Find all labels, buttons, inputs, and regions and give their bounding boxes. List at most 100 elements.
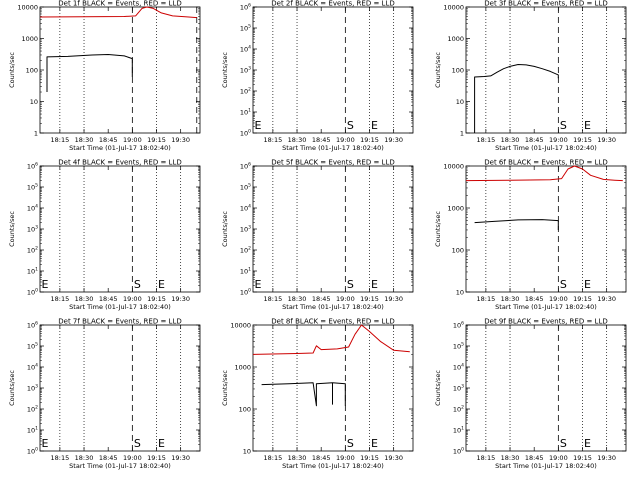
plot-frame bbox=[465, 165, 627, 293]
segment-marker-label: E bbox=[584, 119, 591, 132]
y-tick-label: 106 bbox=[453, 321, 464, 330]
y-tick-label: 105 bbox=[240, 24, 251, 33]
x-tick-label: 18:15 bbox=[476, 136, 495, 144]
segment-marker-label: E bbox=[158, 437, 165, 450]
plot-frame bbox=[252, 165, 414, 293]
y-tick-label: 100 bbox=[452, 67, 464, 75]
x-tick-label: 18:30 bbox=[288, 454, 307, 462]
x-tick-label: 19:00 bbox=[549, 136, 568, 144]
y-tick-label: 100 bbox=[240, 288, 251, 297]
y-tick-label: 101 bbox=[27, 267, 38, 276]
detector-plot: Det 9f BLACK = Events, RED = LLD 100 101 10… bbox=[434, 318, 627, 470]
x-tick-label: 19:30 bbox=[171, 295, 190, 303]
x-tick-label: 18:30 bbox=[75, 295, 94, 303]
y-tick-label: 103 bbox=[240, 66, 251, 75]
y-axis-label: Counts/sec bbox=[434, 211, 442, 247]
x-tick-label: 18:15 bbox=[263, 454, 282, 462]
y-tick-label: 105 bbox=[240, 183, 251, 192]
segment-marker-label: S bbox=[347, 278, 354, 291]
x-axis-label: Start Time (01-Jul-17 18:02:40) bbox=[282, 462, 384, 470]
y-tick-label: 105 bbox=[27, 183, 38, 192]
y-tick-label: 106 bbox=[240, 3, 251, 12]
x-axis-label: Start Time (01-Jul-17 18:02:40) bbox=[69, 144, 171, 152]
chart-title: Det 9f BLACK = Events, RED = LLD bbox=[484, 318, 607, 326]
segment-marker-label: S bbox=[560, 119, 567, 132]
x-tick-label: 19:30 bbox=[384, 454, 403, 462]
segment-marker-label: S bbox=[347, 437, 354, 450]
events-series-line bbox=[261, 382, 346, 407]
y-tick-label: 103 bbox=[27, 225, 38, 234]
x-tick-label: 18:30 bbox=[75, 136, 94, 144]
segment-marker-label: E bbox=[158, 278, 165, 291]
plot-frame bbox=[39, 6, 201, 134]
plot-frame bbox=[39, 324, 201, 452]
y-tick-label: 104 bbox=[240, 204, 251, 213]
events-series-line bbox=[46, 54, 133, 92]
segment-marker-label: S bbox=[560, 278, 567, 291]
x-tick-label: 19:00 bbox=[123, 295, 142, 303]
x-tick-label: 19:15 bbox=[147, 136, 166, 144]
x-tick-label: 18:15 bbox=[50, 454, 69, 462]
x-tick-label: 19:30 bbox=[597, 454, 616, 462]
y-tick-label: 101 bbox=[240, 267, 251, 276]
x-tick-label: 18:45 bbox=[525, 136, 544, 144]
detector-plot: Det 1f BLACK = Events, RED = LLD 1 10 100 10… bbox=[8, 0, 201, 152]
y-tick-label: 1 bbox=[460, 130, 464, 138]
y-tick-label: 103 bbox=[453, 384, 464, 393]
y-tick-label: 10000 bbox=[17, 4, 38, 12]
chart-title: Det 2f BLACK = Events, RED = LLD bbox=[271, 0, 394, 8]
y-tick-label: 1000 bbox=[21, 35, 38, 43]
y-tick-label: 105 bbox=[27, 342, 38, 351]
y-tick-label: 104 bbox=[27, 204, 38, 213]
y-tick-label: 10 bbox=[243, 448, 251, 456]
y-axis-label: Counts/sec bbox=[434, 52, 442, 88]
x-axis-label: Start Time (01-Jul-17 18:02:40) bbox=[495, 303, 597, 311]
x-tick-label: 18:45 bbox=[525, 295, 544, 303]
events-series-line bbox=[474, 64, 559, 133]
y-axis-label: Counts/sec bbox=[434, 370, 442, 406]
lld-series-line bbox=[465, 165, 623, 182]
y-tick-label: 1000 bbox=[447, 35, 464, 43]
x-tick-label: 19:00 bbox=[123, 136, 142, 144]
x-tick-label: 18:45 bbox=[312, 136, 331, 144]
chart-title: Det 8f BLACK = Events, RED = LLD bbox=[271, 318, 394, 326]
x-tick-label: 18:45 bbox=[525, 454, 544, 462]
y-axis-label: Counts/sec bbox=[8, 52, 16, 88]
x-tick-label: 18:45 bbox=[312, 295, 331, 303]
lld-series-line bbox=[39, 6, 197, 19]
chart-title: Det 6f BLACK = Events, RED = LLD bbox=[484, 159, 607, 167]
y-tick-label: 104 bbox=[453, 363, 464, 372]
x-tick-label: 18:45 bbox=[312, 454, 331, 462]
x-tick-label: 18:45 bbox=[99, 136, 118, 144]
x-tick-label: 19:30 bbox=[597, 295, 616, 303]
x-tick-label: 19:00 bbox=[123, 454, 142, 462]
y-tick-label: 100 bbox=[239, 406, 251, 414]
x-tick-label: 19:15 bbox=[360, 295, 379, 303]
x-tick-label: 19:00 bbox=[336, 454, 355, 462]
events-series-line bbox=[474, 219, 559, 230]
y-tick-label: 106 bbox=[27, 162, 38, 171]
segment-marker-label: E bbox=[42, 278, 49, 291]
x-tick-label: 18:15 bbox=[50, 295, 69, 303]
segment-marker-label: E bbox=[255, 278, 262, 291]
y-tick-label: 102 bbox=[27, 405, 38, 414]
chart-title: Det 7f BLACK = Events, RED = LLD bbox=[58, 318, 181, 326]
y-tick-label: 10 bbox=[30, 98, 38, 106]
y-tick-label: 100 bbox=[452, 247, 464, 255]
x-tick-label: 18:30 bbox=[501, 136, 520, 144]
plot-frame bbox=[465, 324, 627, 452]
segment-marker-label: E bbox=[371, 119, 378, 132]
x-tick-label: 19:00 bbox=[549, 454, 568, 462]
y-tick-label: 106 bbox=[27, 321, 38, 330]
x-tick-label: 19:00 bbox=[549, 295, 568, 303]
detector-plot: Det 3f BLACK = Events, RED = LLD 1 10 100 10… bbox=[434, 0, 627, 152]
segment-marker-label: E bbox=[584, 278, 591, 291]
x-axis-label: Start Time (01-Jul-17 18:02:40) bbox=[282, 144, 384, 152]
detector-plot: Det 7f BLACK = Events, RED = LLD 100 101 10… bbox=[8, 318, 201, 470]
x-axis-label: Start Time (01-Jul-17 18:02:40) bbox=[495, 144, 597, 152]
plot-frame bbox=[252, 324, 414, 452]
detector-plot: Det 5f BLACK = Events, RED = LLD 100 101 10… bbox=[221, 159, 414, 311]
chart-title: Det 3f BLACK = Events, RED = LLD bbox=[484, 0, 607, 8]
y-tick-label: 104 bbox=[27, 363, 38, 372]
